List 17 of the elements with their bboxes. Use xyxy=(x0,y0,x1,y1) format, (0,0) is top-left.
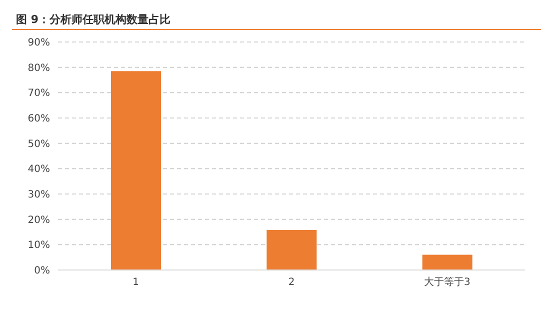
x-tick-label: 2 xyxy=(288,277,295,288)
y-tick-label: 70% xyxy=(28,88,50,100)
y-tick-label: 20% xyxy=(28,214,50,226)
y-tick-label: 50% xyxy=(28,138,50,150)
x-tick-label: 1 xyxy=(132,277,140,288)
bar xyxy=(266,230,317,270)
y-tick-label: 0% xyxy=(34,266,50,277)
y-tick-label: 40% xyxy=(28,164,50,176)
y-tick-label: 90% xyxy=(28,38,50,49)
bar xyxy=(111,71,161,270)
chart-title: 图 9：分析师任职机构数量占比 xyxy=(15,12,172,28)
x-tick-label: 大于等于3 xyxy=(424,276,470,288)
y-tick-label: 10% xyxy=(28,240,50,252)
y-tick-label: 80% xyxy=(28,62,50,74)
y-tick-label: 30% xyxy=(28,190,50,201)
bar xyxy=(422,254,472,270)
y-tick-label: 60% xyxy=(28,114,50,125)
